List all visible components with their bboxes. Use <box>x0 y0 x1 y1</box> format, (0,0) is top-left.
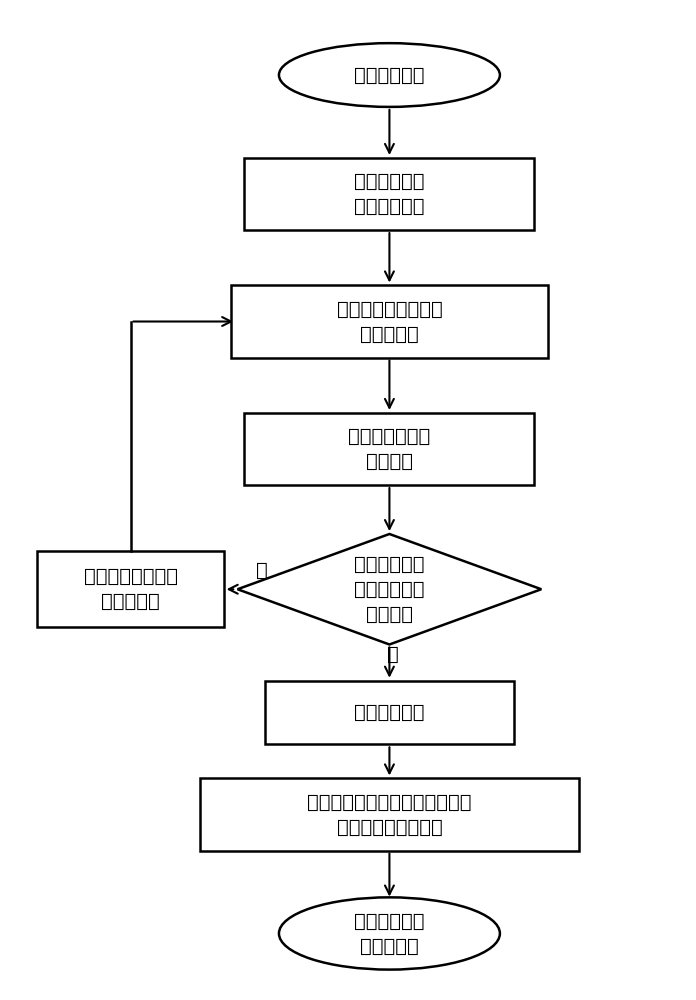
Text: 假定时刻双方航天器
轨道面方位: 假定时刻双方航天器 轨道面方位 <box>337 300 442 344</box>
Bar <box>265 681 514 744</box>
Text: 初始轨道要素: 初始轨道要素 <box>354 66 425 85</box>
Bar <box>230 285 548 358</box>
Text: 以该交点时刻为新
的假定时刻: 以该交点时刻为新 的假定时刻 <box>84 567 177 611</box>
Text: 交点时刻与假
定时刻误差在
允许范围: 交点时刻与假 定时刻误差在 允许范围 <box>354 555 425 624</box>
Bar <box>38 551 223 627</box>
Text: 部分平均轨道
要素变化速率: 部分平均轨道 要素变化速率 <box>354 172 425 216</box>
Text: 交点时刻及对
方准确位置: 交点时刻及对 方准确位置 <box>354 911 425 955</box>
Text: 近似交点时刻: 近似交点时刻 <box>354 703 425 722</box>
Bar <box>244 413 535 485</box>
Bar <box>244 158 535 230</box>
Text: 利用密切轨道要素摄动方程计算
对方航天器准确位置: 利用密切轨道要素摄动方程计算 对方航天器准确位置 <box>307 792 472 836</box>
Bar <box>200 778 579 851</box>
Text: 是: 是 <box>387 645 399 664</box>
Text: 否: 否 <box>256 561 267 580</box>
Text: 由摄动方程计算
交点时刻: 由摄动方程计算 交点时刻 <box>348 427 431 471</box>
